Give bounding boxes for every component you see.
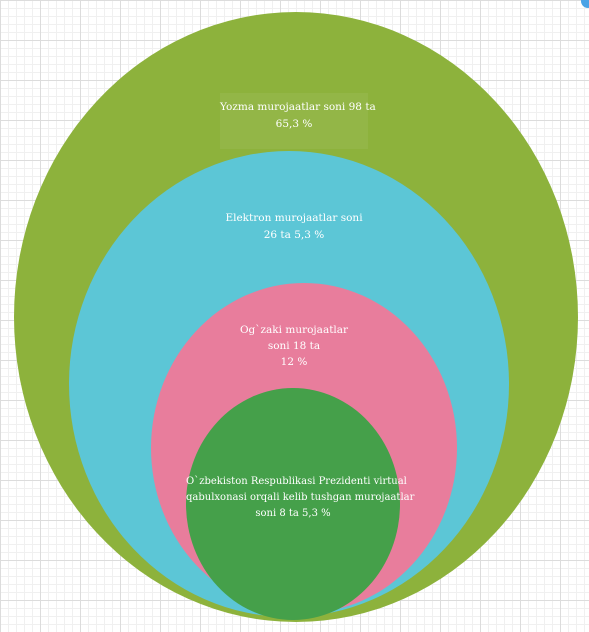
- virtual-reception-appeals-circle: [186, 388, 400, 620]
- virtual-reception-line-3: soni 8 ta 5,3 %: [255, 508, 331, 519]
- corner-badge-icon: [581, 0, 589, 8]
- written-appeals-percent: 65,3 %: [275, 118, 313, 130]
- virtual-reception-line-2: qabulxonasi orqali kelib tushgan murojaa…: [186, 492, 415, 503]
- written-appeals-count: Yozma murojaatlar soni 98 ta: [220, 101, 376, 113]
- electronic-appeals-title: Elektron murojaatlar soni: [225, 212, 363, 224]
- oral-appeals-percent: 12 %: [280, 356, 308, 368]
- oral-appeals-count: soni 18 ta: [267, 340, 321, 352]
- written-appeals-label: Yozma murojaatlar soni 98 ta 65,3 %: [220, 93, 376, 149]
- oral-appeals-label: Og`zaki murojaatlar soni 18 ta 12 %: [224, 322, 364, 370]
- electronic-appeals-label: Elektron murojaatlar soni 26 ta 5,3 %: [214, 210, 374, 244]
- virtual-reception-label: O`zbekiston Respublikasi Prezidenti virt…: [186, 474, 415, 522]
- oral-appeals-title: Og`zaki murojaatlar: [239, 324, 349, 336]
- electronic-appeals-value: 26 ta 5,3 %: [263, 229, 325, 241]
- virtual-reception-line-1: O`zbekiston Respublikasi Prezidenti virt…: [186, 476, 407, 487]
